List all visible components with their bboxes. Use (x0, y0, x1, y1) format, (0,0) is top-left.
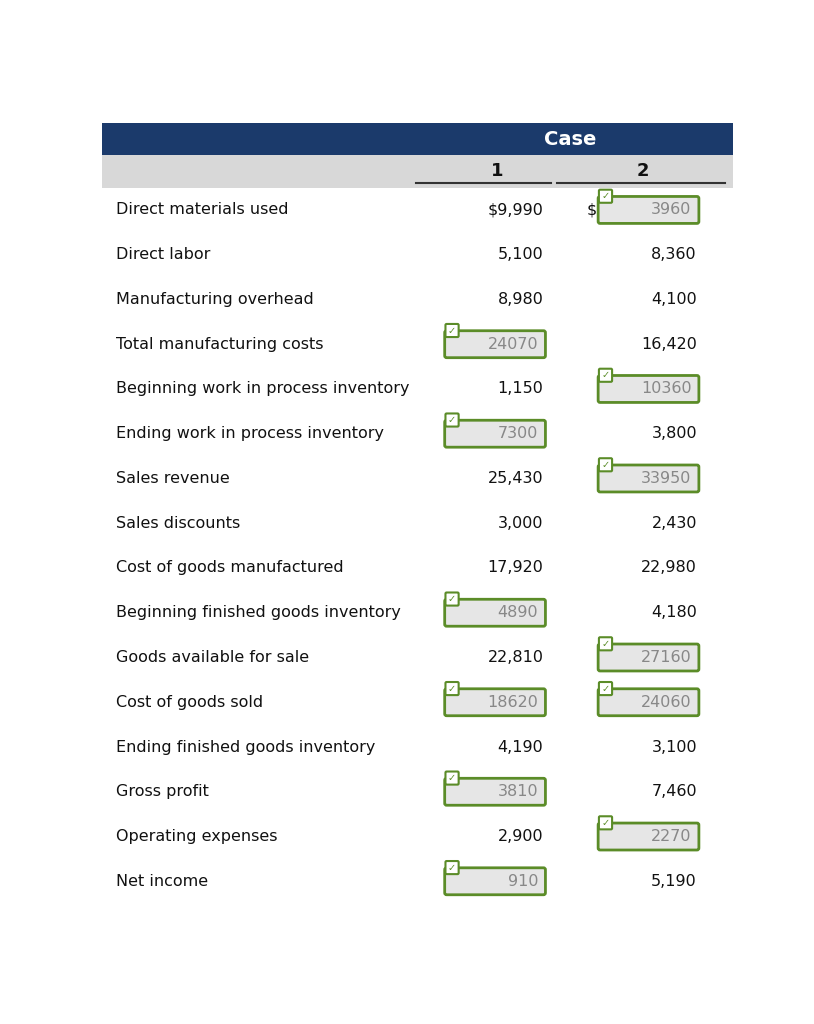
Text: ✓: ✓ (448, 862, 456, 872)
FancyBboxPatch shape (598, 465, 699, 492)
Text: Manufacturing overhead: Manufacturing overhead (116, 292, 313, 307)
Text: 2: 2 (637, 163, 649, 180)
Text: ✓: ✓ (602, 818, 610, 827)
FancyBboxPatch shape (598, 644, 699, 671)
Text: Direct labor: Direct labor (116, 247, 210, 262)
Text: 3960: 3960 (651, 203, 692, 217)
Text: ✓: ✓ (448, 594, 456, 604)
Text: 7,460: 7,460 (651, 784, 697, 800)
Text: 4890: 4890 (497, 605, 538, 621)
Text: 22,980: 22,980 (641, 560, 697, 575)
FancyBboxPatch shape (598, 823, 699, 850)
Text: $: $ (587, 203, 597, 217)
Text: Beginning work in process inventory: Beginning work in process inventory (116, 382, 409, 396)
Text: Operating expenses: Operating expenses (116, 829, 278, 844)
Text: 3,000: 3,000 (498, 516, 544, 530)
Text: Beginning finished goods inventory: Beginning finished goods inventory (116, 605, 400, 621)
Text: ✓: ✓ (448, 326, 456, 336)
Text: Cost of goods manufactured: Cost of goods manufactured (116, 560, 344, 575)
Text: Gross profit: Gross profit (116, 784, 208, 800)
Text: 16,420: 16,420 (641, 337, 697, 351)
FancyBboxPatch shape (599, 189, 612, 203)
Text: 5,100: 5,100 (497, 247, 544, 262)
FancyBboxPatch shape (445, 682, 458, 695)
Text: ✓: ✓ (448, 684, 456, 693)
Text: 1: 1 (491, 163, 503, 180)
FancyBboxPatch shape (598, 689, 699, 716)
Text: 10360: 10360 (641, 382, 692, 396)
FancyBboxPatch shape (445, 414, 458, 427)
Text: 4,190: 4,190 (497, 739, 544, 755)
Text: 22,810: 22,810 (488, 650, 544, 665)
Text: 17,920: 17,920 (488, 560, 544, 575)
Text: ✓: ✓ (448, 415, 456, 425)
Text: 33950: 33950 (641, 471, 692, 486)
FancyBboxPatch shape (598, 197, 699, 223)
Text: Ending work in process inventory: Ending work in process inventory (116, 426, 383, 441)
FancyBboxPatch shape (599, 637, 612, 650)
Text: Sales discounts: Sales discounts (116, 516, 240, 530)
Text: 25,430: 25,430 (488, 471, 544, 486)
FancyBboxPatch shape (599, 458, 612, 471)
Text: 8,360: 8,360 (651, 247, 697, 262)
Text: ✓: ✓ (602, 639, 610, 649)
FancyBboxPatch shape (444, 689, 545, 716)
Text: Goods available for sale: Goods available for sale (116, 650, 309, 665)
FancyBboxPatch shape (445, 771, 458, 784)
Text: 8,980: 8,980 (497, 292, 544, 307)
Text: Direct materials used: Direct materials used (116, 203, 288, 217)
Text: 2,900: 2,900 (498, 829, 544, 844)
Text: Net income: Net income (116, 873, 208, 889)
FancyBboxPatch shape (599, 682, 612, 695)
Text: ✓: ✓ (602, 684, 610, 693)
Text: ✓: ✓ (602, 191, 610, 202)
FancyBboxPatch shape (445, 861, 458, 874)
FancyBboxPatch shape (598, 376, 699, 402)
FancyBboxPatch shape (445, 324, 458, 337)
Bar (102, 156, 733, 187)
Text: $9,990: $9,990 (488, 203, 544, 217)
Text: 24060: 24060 (641, 694, 692, 710)
Text: Ending finished goods inventory: Ending finished goods inventory (116, 739, 375, 755)
FancyBboxPatch shape (444, 331, 545, 357)
Text: 5,190: 5,190 (651, 873, 697, 889)
FancyBboxPatch shape (599, 816, 612, 829)
FancyBboxPatch shape (444, 778, 545, 805)
Text: 3,800: 3,800 (651, 426, 697, 441)
Text: 2270: 2270 (651, 829, 692, 844)
Text: 3,100: 3,100 (651, 739, 697, 755)
Text: Cost of goods sold: Cost of goods sold (116, 694, 263, 710)
Text: 27160: 27160 (641, 650, 692, 665)
Text: Total manufacturing costs: Total manufacturing costs (116, 337, 323, 351)
Text: 4,100: 4,100 (651, 292, 697, 307)
Text: 1,150: 1,150 (497, 382, 544, 396)
Text: 7300: 7300 (497, 426, 538, 441)
Text: ✓: ✓ (602, 460, 610, 470)
Text: 3810: 3810 (497, 784, 538, 800)
Text: 910: 910 (508, 873, 538, 889)
FancyBboxPatch shape (444, 420, 545, 447)
Text: 2,430: 2,430 (651, 516, 697, 530)
Text: Sales revenue: Sales revenue (116, 471, 230, 486)
Text: 18620: 18620 (488, 694, 538, 710)
Text: 24070: 24070 (488, 337, 538, 351)
FancyBboxPatch shape (445, 593, 458, 605)
FancyBboxPatch shape (444, 599, 545, 627)
Bar (102, 123, 733, 156)
FancyBboxPatch shape (599, 369, 612, 382)
Text: 4,180: 4,180 (651, 605, 697, 621)
Text: ✓: ✓ (448, 773, 456, 783)
Text: Case: Case (544, 130, 597, 148)
Text: ✓: ✓ (602, 371, 610, 380)
FancyBboxPatch shape (444, 867, 545, 895)
